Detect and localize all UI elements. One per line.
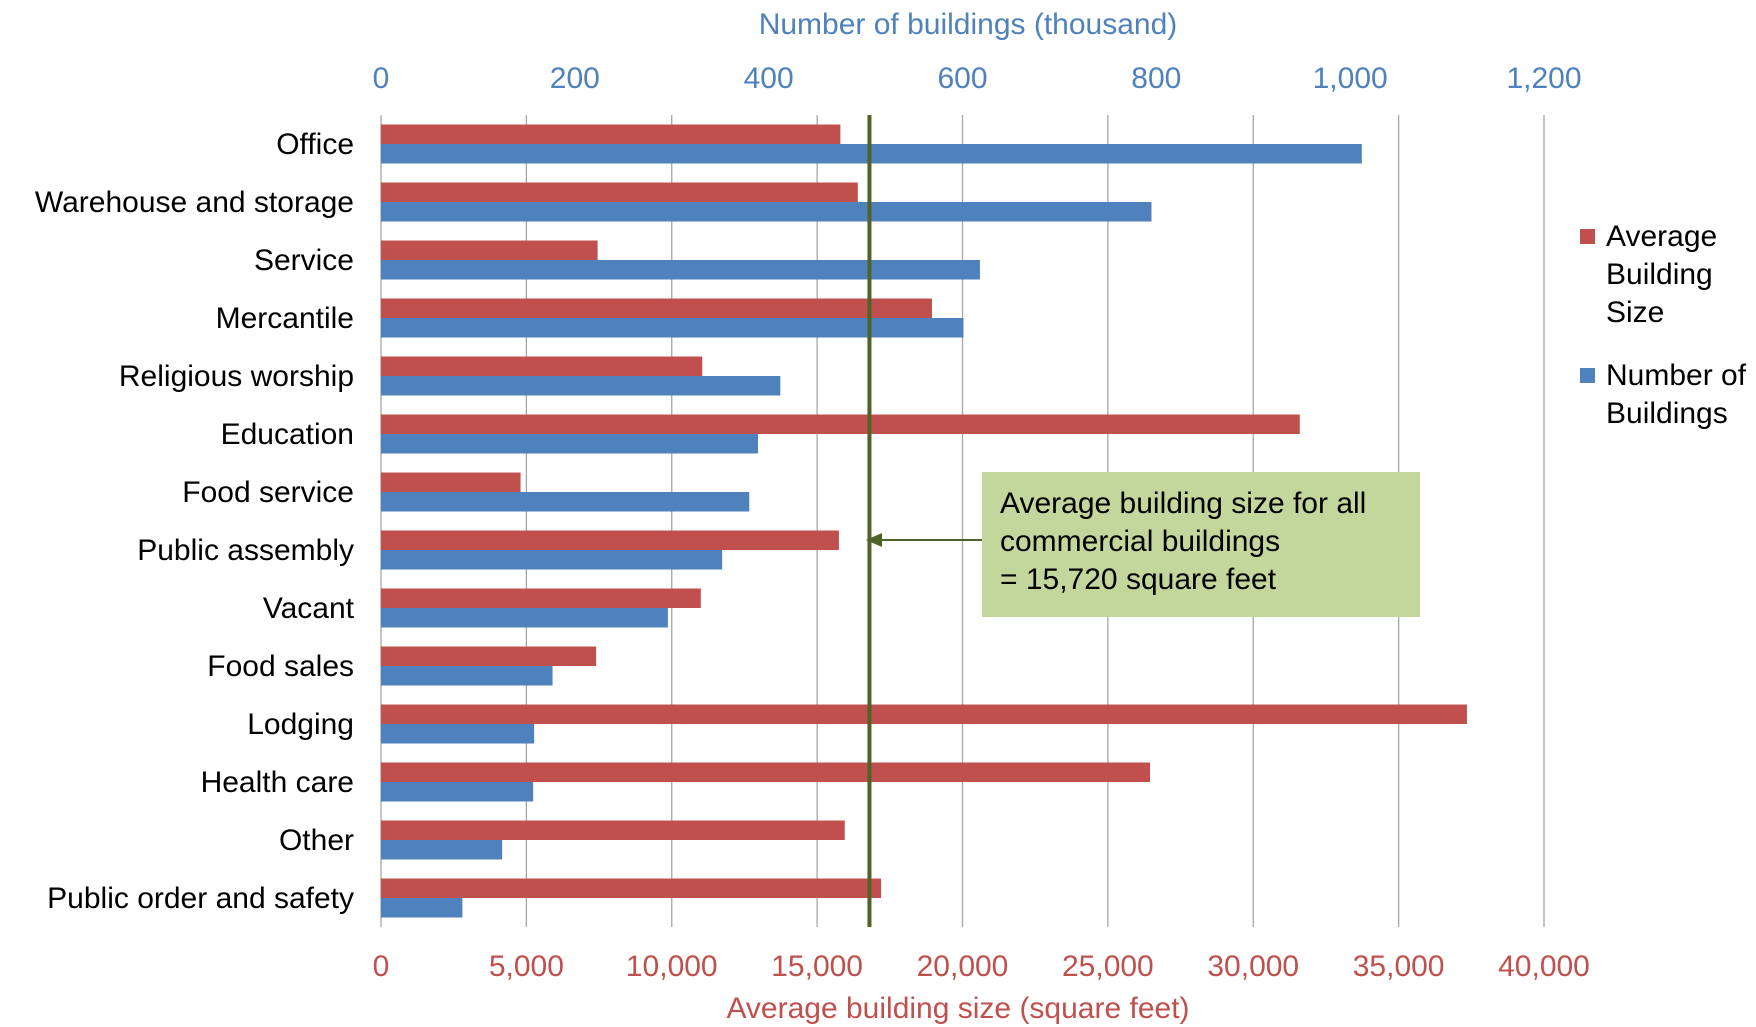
annotation-line-2: commercial buildings: [1000, 525, 1280, 558]
category-label: Warehouse and storage: [35, 186, 354, 219]
top-axis-tick-label: 400: [744, 62, 794, 95]
annotation-line-1: Average building size for all: [1000, 487, 1366, 520]
annotation-arrow: [866, 533, 982, 547]
legend-swatch-average-size: [1580, 229, 1595, 244]
bottom-axis-tick-label: 15,000: [771, 950, 863, 983]
legend: Average Building Size Number of Building…: [1580, 220, 1747, 430]
legend-label-number-buildings-2: Buildings: [1606, 397, 1728, 430]
bar-number-buildings: [381, 782, 534, 802]
bottom-axis-tick-label: 10,000: [626, 950, 718, 983]
category-label: Vacant: [263, 592, 355, 625]
category-label: Lodging: [247, 708, 354, 741]
bottom-axis-tick-label: 5,000: [489, 950, 564, 983]
category-label: Other: [279, 824, 354, 857]
bar-average-size: [381, 588, 701, 608]
bar-number-buildings: [381, 550, 723, 570]
legend-swatch-number-buildings: [1580, 368, 1595, 383]
bottom-axis-tick-label: 20,000: [917, 950, 1009, 983]
bar-average-size: [381, 356, 703, 376]
bottom-axis-tick-label: 30,000: [1207, 950, 1299, 983]
top-axis-tick-label: 200: [550, 62, 600, 95]
top-axis-tick-label: 800: [1131, 62, 1181, 95]
bottom-axis-tick-label: 35,000: [1353, 950, 1445, 983]
bar-number-buildings: [381, 318, 964, 338]
category-label: Health care: [201, 766, 354, 799]
bar-average-size: [381, 878, 882, 898]
bottom-axis-title: Average building size (square feet): [726, 992, 1189, 1025]
category-label: Office: [276, 128, 354, 161]
bar-average-size: [381, 820, 845, 840]
axis-ticks: 0 200 400 600 800 1,000 1,200 0 5,000 10,000 15,00…: [373, 62, 1590, 983]
bar-average-size: [381, 414, 1300, 434]
bar-number-buildings: [381, 202, 1152, 222]
category-labels: Office Warehouse and storage Service Mercan…: [35, 128, 355, 915]
top-axis-tick-label: 1,000: [1313, 62, 1388, 95]
bar-average-size: [381, 646, 597, 666]
top-axis-tick-label: 1,200: [1506, 62, 1581, 95]
bar-average-size: [381, 530, 839, 550]
category-label: Food sales: [207, 650, 354, 683]
bar-number-buildings: [381, 260, 980, 280]
bar-number-buildings: [381, 840, 503, 860]
annotation-background: [982, 472, 1420, 617]
bar-number-buildings: [381, 434, 759, 454]
annotation-line-3: = 15,720 square feet: [1000, 563, 1277, 596]
category-label: Service: [254, 244, 354, 277]
category-label: Public assembly: [137, 534, 354, 567]
bar-number-buildings: [381, 898, 463, 918]
category-label: Religious worship: [119, 360, 354, 393]
bottom-axis-tick-label: 0: [373, 950, 390, 983]
legend-label-average-size-1: Average: [1606, 220, 1717, 253]
annotation-box: Average building size for all commercial…: [982, 472, 1420, 617]
category-label: Mercantile: [216, 302, 354, 335]
bar-average-size: [381, 298, 932, 318]
legend-label-average-size-2: Building: [1606, 258, 1713, 291]
bar-number-buildings: [381, 608, 668, 628]
annotation-arrow-head: [866, 533, 882, 547]
top-axis-tick-label: 0: [373, 62, 390, 95]
bar-average-size: [381, 124, 841, 144]
category-label: Food service: [182, 476, 354, 509]
bar-average-size: [381, 472, 521, 492]
bar-average-size: [381, 182, 858, 202]
category-label: Public order and safety: [47, 882, 354, 915]
bar-number-buildings: [381, 666, 553, 686]
bottom-axis-tick-label: 25,000: [1062, 950, 1154, 983]
bottom-axis-tick-label: 40,000: [1498, 950, 1590, 983]
bar-number-buildings: [381, 376, 781, 396]
category-label: Education: [221, 418, 354, 451]
top-axis-title: Number of buildings (thousand): [759, 8, 1178, 41]
top-axis-tick-label: 600: [937, 62, 987, 95]
bars: [381, 124, 1467, 918]
bar-average-size: [381, 704, 1467, 724]
bar-number-buildings: [381, 492, 750, 512]
bar-average-size: [381, 762, 1151, 782]
legend-label-number-buildings-1: Number of: [1606, 359, 1747, 392]
legend-label-average-size-3: Size: [1606, 296, 1664, 329]
bar-average-size: [381, 240, 598, 260]
bar-number-buildings: [381, 724, 535, 744]
